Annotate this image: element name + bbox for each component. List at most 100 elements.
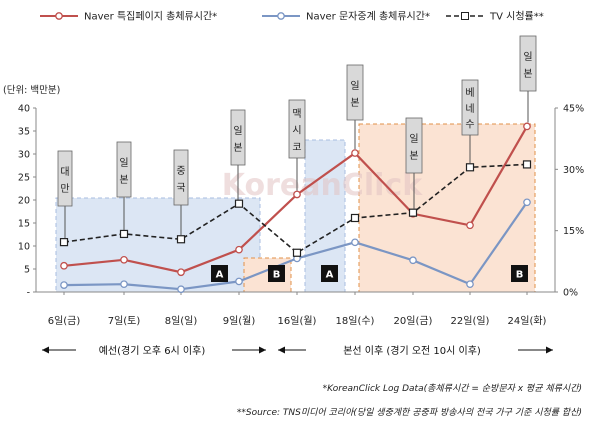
callout-label: 만 (60, 183, 69, 195)
series-point (234, 199, 244, 208)
series-point (120, 280, 128, 289)
callout-label: 중 (176, 165, 185, 177)
region-badge (511, 265, 528, 282)
series-line-2 (63, 163, 528, 254)
series-point (119, 229, 129, 239)
series-point (465, 163, 475, 172)
x-tick-label: 8일(일) (165, 315, 198, 327)
series-point (60, 281, 68, 289)
y-tick-label-left: 5 (24, 265, 30, 276)
series-point (177, 285, 185, 294)
callout-label: 일 (523, 51, 532, 63)
y-tick-label-left: 35 (18, 127, 30, 138)
series-lines (59, 122, 532, 294)
legend-marker (55, 12, 63, 20)
series-point (409, 256, 417, 265)
series-point (59, 238, 69, 247)
phase-label-main: 본선 이후 (경기 오전 10시 이후) (343, 344, 481, 357)
region-badge (211, 265, 228, 282)
callout-box (57, 150, 73, 207)
y-tick-label-right: 15% (563, 226, 584, 237)
y-tick-label-left: 25 (18, 173, 30, 184)
highlight-region-b (358, 123, 536, 293)
callout-box (288, 99, 306, 159)
phase-arrowhead (259, 346, 266, 354)
highlight-region-a (55, 197, 261, 293)
y-tick-label-right: 45% (563, 104, 584, 115)
x-tick-label: 18일(수) (336, 315, 375, 327)
callout-box (116, 141, 132, 198)
legend-marker (277, 12, 285, 20)
series-point (293, 190, 301, 199)
series-point (177, 268, 185, 277)
series-point (523, 198, 531, 207)
legend-label: Naver 특집페이지 총체류시간* (84, 11, 217, 23)
callout-label: 본 (119, 174, 128, 186)
y-tick-label-left: - (27, 288, 30, 299)
footnote-2: **Source: TNS미디어 코리아(당일 생중계한 공중파 방송사의 전국… (237, 407, 582, 418)
highlight-regions (55, 123, 536, 293)
callout-box (173, 149, 189, 206)
region-badge-label: B (273, 270, 281, 281)
unit-label: (단위: 백만분) (3, 84, 60, 96)
x-tick-label: 16일(월) (278, 315, 317, 327)
x-tick-label: 24일(화) (508, 315, 547, 327)
y-tick-label-left: 15 (18, 219, 30, 230)
watermark: KoreanClick (222, 168, 423, 203)
y-tick-label-right: 30% (563, 165, 584, 176)
y-tick-label-left: 40 (18, 104, 30, 115)
series-point (235, 277, 243, 286)
region-badge-label: A (326, 270, 334, 281)
series-point (408, 208, 418, 217)
callout-label: 본 (350, 97, 359, 109)
callout-label: 일 (119, 157, 128, 169)
axes: - 5 10 15 20 25 30 35 40 0% 15% 30% 45% 6일(금) 7일(토) 8일(… (18, 104, 584, 328)
phase-arrowhead (42, 346, 49, 354)
y-tick-label-left: 10 (18, 242, 30, 253)
callout-label: 대 (60, 166, 69, 178)
callout-label: 시 (292, 125, 301, 137)
y-tick-label-right: 0% (563, 288, 578, 299)
callout-label: 코 (292, 142, 301, 153)
callout-box (346, 64, 364, 121)
x-tick-label: 22일(일) (451, 315, 490, 327)
series-point (292, 248, 302, 257)
callout-label: 일 (409, 133, 418, 145)
callout-label: 본 (523, 68, 532, 80)
callout-label: 본 (233, 142, 242, 154)
series-point (120, 255, 128, 264)
series-point (350, 213, 360, 223)
y-tick-label-left: 30 (18, 150, 30, 161)
callout-label: 베 (465, 87, 474, 99)
callout-label: 일 (233, 125, 242, 137)
phase-arrowhead (546, 346, 553, 354)
callout-label: 일 (350, 80, 359, 92)
series-point (60, 261, 68, 270)
callout-box (405, 117, 423, 174)
series-point (466, 221, 474, 230)
footnote-1: *KoreanClick Log Data(총체류시간 = 순방문자 x 평균 … (323, 383, 582, 394)
callout-label: 네 (465, 103, 474, 115)
callout-box (461, 79, 479, 136)
legend-label: TV 시청률** (489, 11, 544, 23)
x-tick-label: 20일(금) (394, 315, 433, 327)
region-badge-label: A (216, 270, 224, 281)
y-tick-label-left: 20 (18, 196, 30, 207)
series-point (466, 280, 474, 289)
callout-label: 맥 (292, 108, 301, 120)
phase-arrowhead (278, 346, 285, 354)
series-point (523, 122, 531, 131)
phase-annotations: 예선(경기 오후 6시 이후) 본선 이후 (경기 오전 10시 이후) (42, 344, 553, 357)
region-badge-label: B (516, 270, 524, 281)
callout-label: 국 (176, 182, 185, 194)
series-point (522, 160, 532, 169)
x-tick-label: 7일(토) (108, 315, 141, 327)
region-badge (321, 265, 338, 282)
region-badge (268, 265, 285, 282)
series-point (351, 238, 359, 247)
callout-box (519, 35, 537, 92)
callout-label: 수 (465, 119, 474, 131)
legend-label: Naver 문자중계 총체류시간* (306, 11, 430, 23)
